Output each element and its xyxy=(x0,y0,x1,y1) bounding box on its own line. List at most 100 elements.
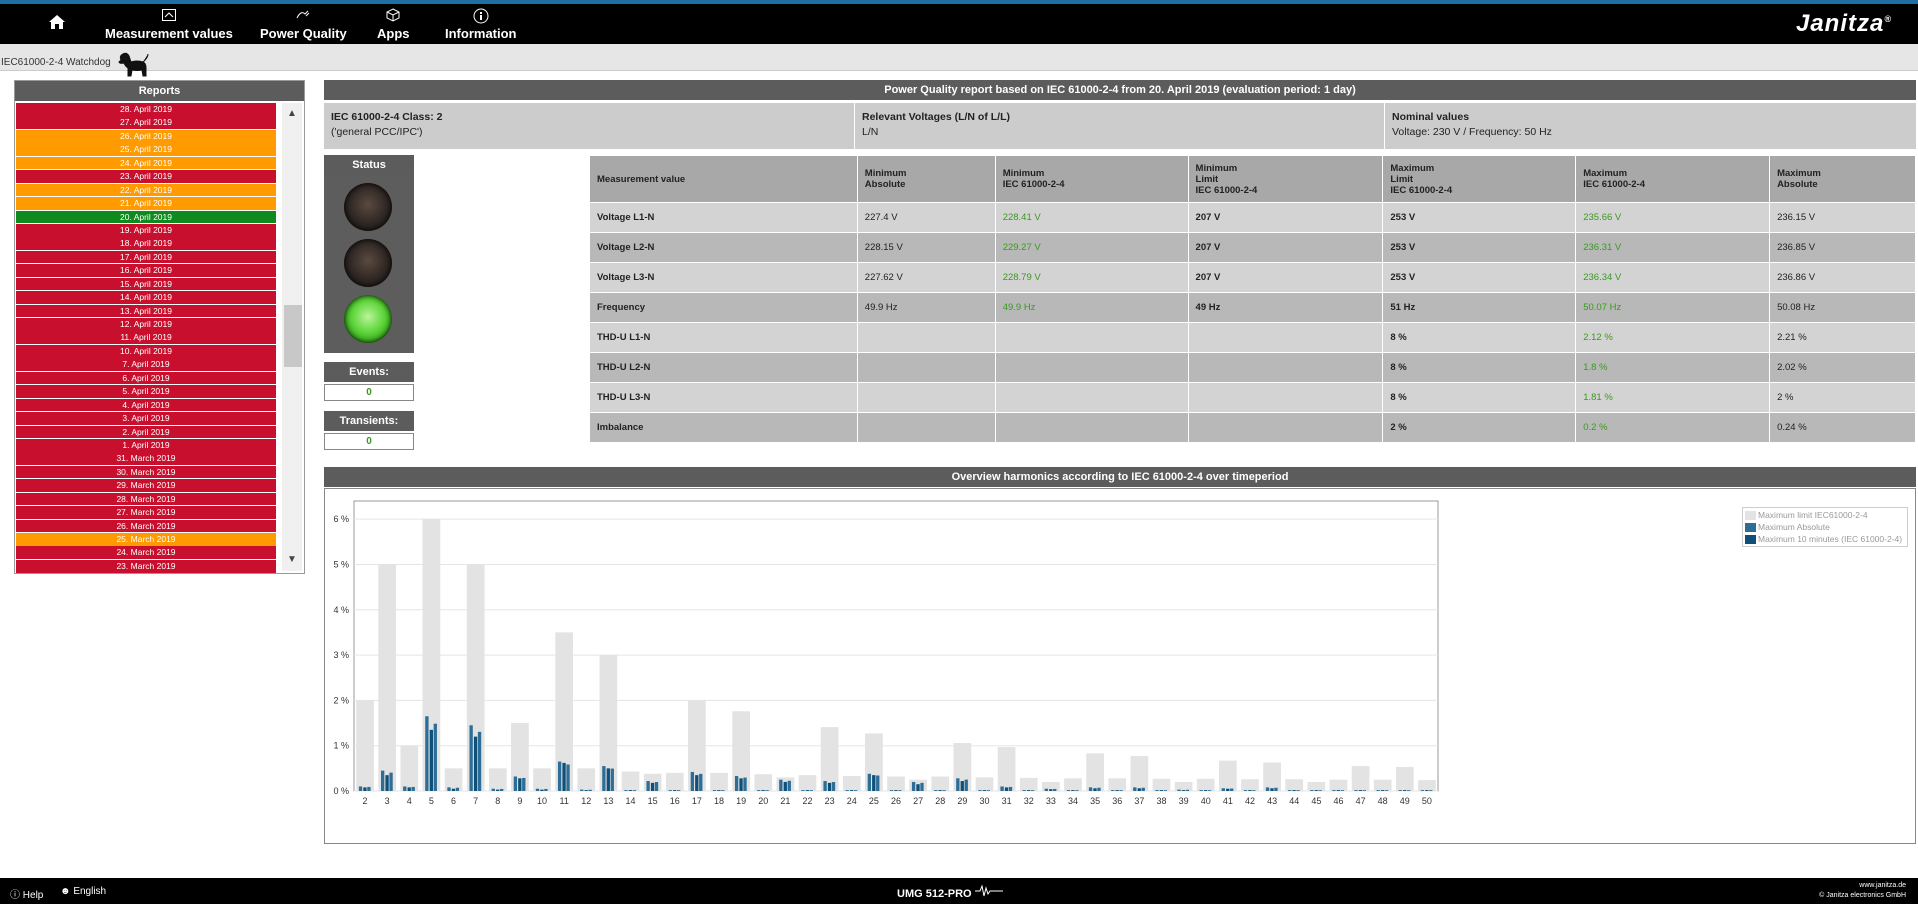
table-row: Frequency 49.9 Hz 49.9 Hz 49 Hz 51 Hz 50.07 H… xyxy=(589,292,1916,323)
reports-list: 28. April 2019 27. April 2019 26. April 20… xyxy=(16,103,276,573)
report-item[interactable]: 27. March 2019 xyxy=(16,506,276,519)
report-item[interactable]: 21. April 2019 xyxy=(16,197,276,210)
legend-label: Maximum limit IEC61000-2-4 xyxy=(1758,510,1868,520)
harmonic-bar xyxy=(761,790,765,791)
report-item[interactable]: 6. April 2019 xyxy=(16,371,276,385)
nav-power-quality[interactable]: Power Quality xyxy=(260,8,347,41)
report-item[interactable]: 14. April 2019 xyxy=(16,291,276,304)
table-cell: 2 % xyxy=(1382,412,1577,443)
legend-item[interactable]: Maximum 10 minutes (IEC 61000-2-4) xyxy=(1745,533,1905,545)
x-tick-label: 7 xyxy=(473,796,478,806)
table-cell xyxy=(856,352,996,383)
report-item[interactable]: 24. April 2019 xyxy=(16,156,276,170)
table-cell: 8 % xyxy=(1382,382,1577,413)
report-item[interactable]: 26. April 2019 xyxy=(16,129,276,143)
report-item[interactable]: 5. April 2019 xyxy=(16,385,276,398)
report-item[interactable]: 30. March 2019 xyxy=(16,465,276,479)
report-item[interactable]: 10. April 2019 xyxy=(16,344,276,358)
table-cell: 2.21 % xyxy=(1769,322,1916,353)
report-item[interactable]: 15. April 2019 xyxy=(16,277,276,291)
report-item[interactable]: 23. March 2019 xyxy=(16,559,276,573)
harmonic-bar xyxy=(1362,790,1367,791)
harmonic-bar xyxy=(934,790,938,791)
table-cell: 235.66 V xyxy=(1575,202,1771,233)
harmonic-bar xyxy=(654,782,659,791)
x-tick-label: 18 xyxy=(714,796,724,806)
harmonic-bar xyxy=(557,761,562,791)
scroll-up-icon[interactable]: ▲ xyxy=(287,108,297,119)
report-item[interactable]: 12. April 2019 xyxy=(16,318,276,331)
report-item[interactable]: 25. March 2019 xyxy=(16,533,276,546)
table-cell: 228.15 V xyxy=(856,232,996,263)
report-item[interactable]: 17. April 2019 xyxy=(16,250,276,264)
harmonic-bar xyxy=(1243,790,1248,791)
x-tick-label: 9 xyxy=(517,796,522,806)
harmonic-bar xyxy=(606,768,610,791)
website-link[interactable]: www.janitza.de xyxy=(1859,882,1906,889)
legend-item[interactable]: Maximum limit IEC61000-2-4 xyxy=(1745,509,1905,521)
harmonic-bar xyxy=(1398,790,1402,791)
limit-bar xyxy=(511,723,529,791)
x-tick-label: 42 xyxy=(1245,796,1255,806)
harmonic-bar xyxy=(1288,790,1292,791)
home-button[interactable] xyxy=(48,14,66,33)
report-item[interactable]: 26. March 2019 xyxy=(16,519,276,533)
legend-item[interactable]: Maximum Absolute xyxy=(1745,521,1905,533)
harmonic-bar xyxy=(610,768,614,791)
report-item[interactable]: 1. April 2019 xyxy=(16,438,276,452)
scroll-thumb[interactable] xyxy=(284,305,302,367)
harmonic-bar xyxy=(518,778,522,791)
table-cell xyxy=(856,412,996,443)
report-item[interactable]: 22. April 2019 xyxy=(16,183,276,197)
table-cell: 51 Hz xyxy=(1382,292,1577,323)
report-item[interactable]: 20. April 2019 xyxy=(16,210,276,224)
nav-apps[interactable]: Apps xyxy=(377,8,410,41)
report-item[interactable]: 19. April 2019 xyxy=(16,223,276,237)
nav-information[interactable]: Information xyxy=(445,8,517,41)
report-item[interactable]: 11. April 2019 xyxy=(16,331,276,345)
report-item[interactable]: 28. March 2019 xyxy=(16,492,276,506)
harmonic-bar xyxy=(668,790,672,791)
language-selector[interactable]: ☻ English xyxy=(60,886,106,897)
x-tick-label: 2 xyxy=(363,796,368,806)
report-item[interactable]: 16. April 2019 xyxy=(16,264,276,277)
limit-bar xyxy=(842,776,861,791)
harmonic-bar xyxy=(491,788,495,791)
column-header-line: Maximum xyxy=(1583,168,1628,179)
report-item[interactable]: 2. April 2019 xyxy=(16,425,276,439)
harmonic-bar xyxy=(1022,790,1026,791)
report-item[interactable]: 25. April 2019 xyxy=(16,143,276,156)
report-item[interactable]: 7. April 2019 xyxy=(16,358,276,371)
harmonic-bar xyxy=(783,781,787,791)
report-item[interactable]: 29. March 2019 xyxy=(16,479,276,492)
harmonic-bar xyxy=(522,777,526,791)
info-icon xyxy=(445,8,517,26)
reports-scrollbar[interactable]: ▲ ▼ xyxy=(282,103,302,571)
report-item[interactable]: 4. April 2019 xyxy=(16,398,276,412)
x-tick-label: 25 xyxy=(869,796,879,806)
harmonic-bar xyxy=(1420,790,1425,791)
report-item[interactable]: 28. April 2019 xyxy=(16,103,276,116)
harmonic-bar xyxy=(676,790,681,791)
column-header: Minimum IEC 61000-2-4 xyxy=(994,155,1189,203)
harmonic-bar xyxy=(898,790,902,791)
harmonic-bar xyxy=(1075,790,1079,791)
table-cell: 8 % xyxy=(1382,322,1577,353)
report-item[interactable]: 23. April 2019 xyxy=(16,170,276,183)
nav-measurement-values[interactable]: Measurement values xyxy=(105,8,233,41)
x-tick-label: 11 xyxy=(559,796,568,806)
report-item[interactable]: 31. March 2019 xyxy=(16,452,276,466)
report-item[interactable]: 24. March 2019 xyxy=(16,546,276,560)
report-item[interactable]: 18. April 2019 xyxy=(16,237,276,251)
harmonic-bar xyxy=(1384,790,1389,791)
report-item[interactable]: 13. April 2019 xyxy=(16,304,276,318)
table-row: Voltage L1-N 227.4 V 228.41 V 207 V 253 V 235… xyxy=(589,202,1916,233)
x-tick-label: 33 xyxy=(1046,796,1056,806)
limit-bar xyxy=(665,772,684,791)
report-item[interactable]: 3. April 2019 xyxy=(16,412,276,425)
legend-label: Maximum Absolute xyxy=(1758,522,1830,532)
x-tick-label: 15 xyxy=(648,796,658,806)
report-item[interactable]: 27. April 2019 xyxy=(16,116,276,130)
scroll-down-icon[interactable]: ▼ xyxy=(287,554,297,565)
help-link[interactable]: ⓘ Help xyxy=(10,886,43,901)
